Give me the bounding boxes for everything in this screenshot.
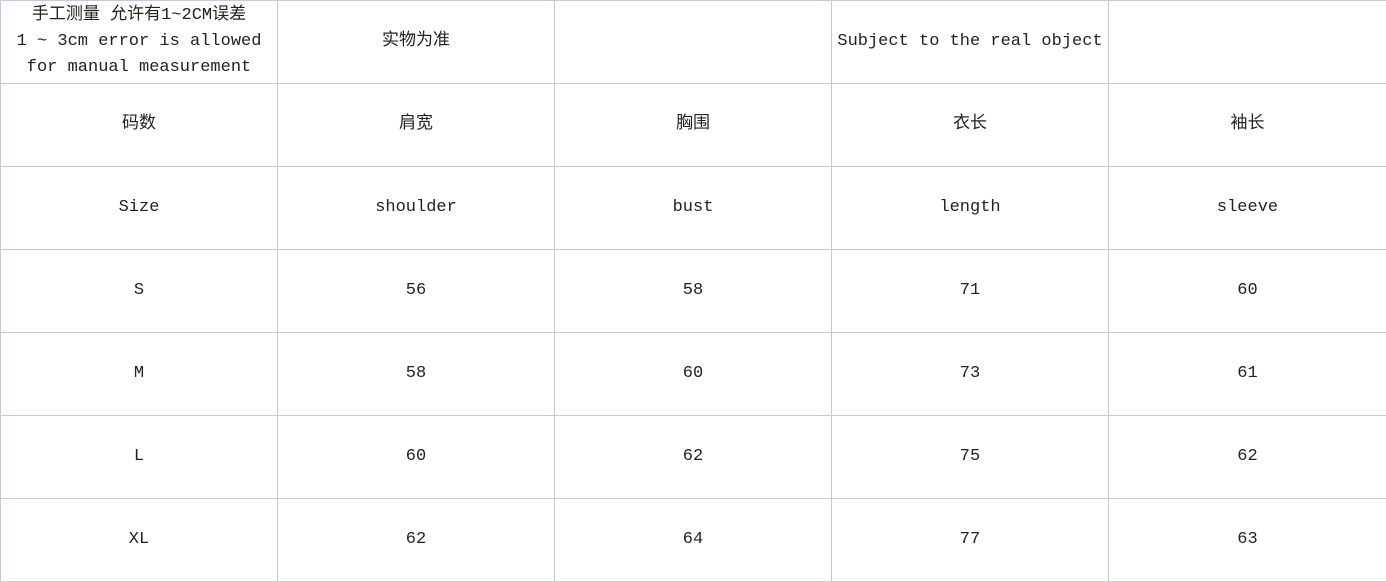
table-cell: 75 xyxy=(831,415,1109,499)
table-cell: 胸围 xyxy=(554,83,832,167)
table-cell: 77 xyxy=(831,498,1109,582)
note-cell: Subject to the real object xyxy=(831,0,1109,84)
table-cell: 60 xyxy=(554,332,832,416)
table-cell: 61 xyxy=(1108,332,1386,416)
header-row-cn: 码数 肩宽 胸围 衣长 袖长 xyxy=(0,83,1386,167)
table-cell: Size xyxy=(0,166,278,250)
table-cell: length xyxy=(831,166,1109,250)
table-row: S 56 58 71 60 xyxy=(0,249,1386,333)
note-cell xyxy=(554,0,832,84)
table-cell: bust xyxy=(554,166,832,250)
table-row: M 58 60 73 61 xyxy=(0,332,1386,416)
table-cell: L xyxy=(0,415,278,499)
table-cell: sleeve xyxy=(1108,166,1386,250)
table-cell: 62 xyxy=(1108,415,1386,499)
table-cell: 56 xyxy=(277,249,555,333)
note-row: 手工测量 允许有1~2CM误差 1 ~ 3cm error is allowed… xyxy=(0,0,1386,84)
table-cell: 63 xyxy=(1108,498,1386,582)
header-row-en: Size shoulder bust length sleeve xyxy=(0,166,1386,250)
table-cell: 58 xyxy=(554,249,832,333)
note-line: for manual measurement xyxy=(26,58,252,77)
table-cell: 袖长 xyxy=(1108,83,1386,167)
note-cell: 实物为准 xyxy=(277,0,555,84)
table-cell: 64 xyxy=(554,498,832,582)
table-cell: 60 xyxy=(277,415,555,499)
table-row: XL 62 64 77 63 xyxy=(0,498,1386,582)
table-cell: 60 xyxy=(1108,249,1386,333)
table-cell: XL xyxy=(0,498,278,582)
table-cell: 71 xyxy=(831,249,1109,333)
table-cell: 肩宽 xyxy=(277,83,555,167)
note-cell xyxy=(1108,0,1386,84)
table-cell: 62 xyxy=(277,498,555,582)
table-cell: 62 xyxy=(554,415,832,499)
table-cell: shoulder xyxy=(277,166,555,250)
table-cell: 58 xyxy=(277,332,555,416)
table-row: L 60 62 75 62 xyxy=(0,415,1386,499)
table-cell: M xyxy=(0,332,278,416)
table-cell: 衣长 xyxy=(831,83,1109,167)
note-line: 1 ~ 3cm error is allowed xyxy=(16,32,262,51)
table-cell: 73 xyxy=(831,332,1109,416)
table-cell: 码数 xyxy=(0,83,278,167)
measurement-note: 手工测量 允许有1~2CM误差 1 ~ 3cm error is allowed… xyxy=(0,0,278,84)
note-line: 手工测量 允许有1~2CM误差 xyxy=(31,6,247,25)
table-cell: S xyxy=(0,249,278,333)
